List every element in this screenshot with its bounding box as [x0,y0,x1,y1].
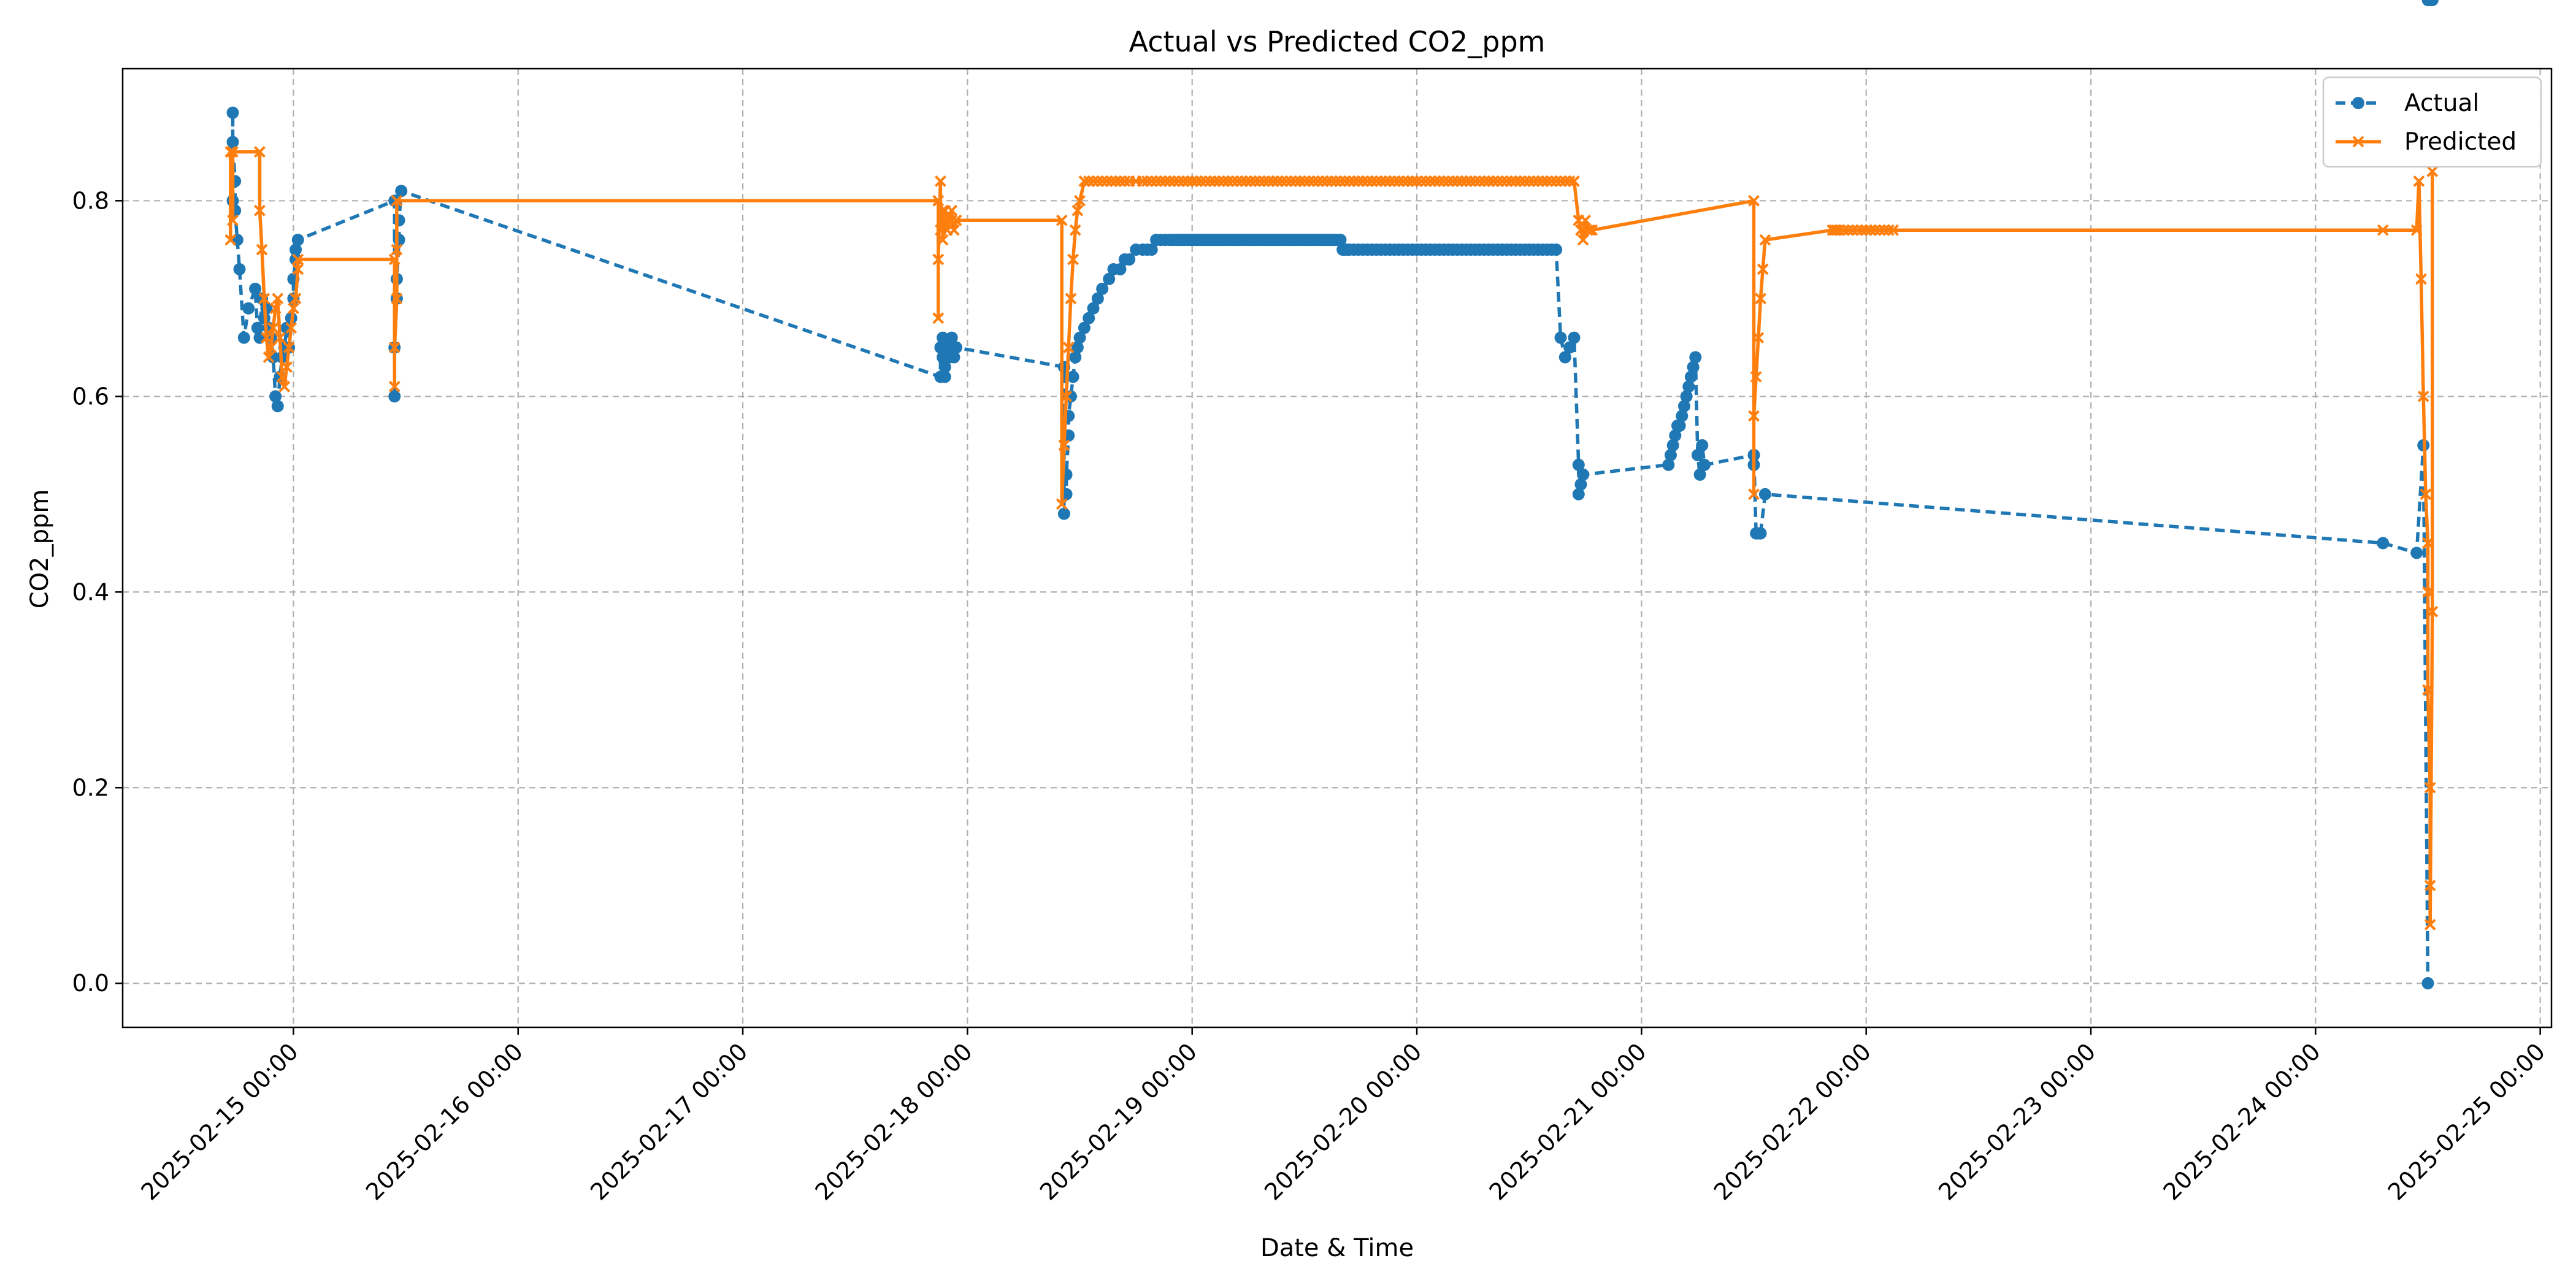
data-point [292,234,304,246]
y-tick-label: 0.2 [72,774,109,801]
data-point [2410,546,2423,559]
y-axis-title: CO2_ppm [26,489,54,609]
legend: Actual Predicted [2323,77,2541,167]
legend-marker [2352,97,2364,109]
data-point [1698,459,1711,471]
data-point [1755,527,1767,540]
y-tick-label: 0.4 [72,578,109,605]
data-point [1058,508,1070,520]
data-point [231,234,243,246]
data-point [950,342,962,354]
x-axis-title: Date & Time [1260,1234,1414,1262]
plot-background [123,69,2551,1027]
y-tick-label: 0.6 [72,383,109,410]
data-point [233,263,245,275]
data-point [395,185,407,197]
data-point [253,332,266,344]
data-point [1696,439,1708,451]
plot-area [123,0,2551,1027]
y-tick-label: 0.0 [72,970,109,997]
chart-title: Actual vs Predicted CO2_ppm [1129,25,1546,58]
data-point [1554,332,1566,344]
data-point [2377,537,2389,550]
data-point [272,400,284,412]
data-point [939,370,951,383]
data-point [1759,488,1771,500]
data-point [1568,332,1580,344]
data-point [393,234,405,246]
data-point [2422,977,2434,989]
legend-label: Actual [2404,90,2479,117]
data-point [242,302,255,315]
y-tick-label: 0.8 [72,187,109,214]
data-point [1689,351,1701,363]
data-point [393,214,405,226]
legend-label: Predicted [2404,128,2517,156]
data-point [1577,469,1589,481]
data-point [227,107,239,119]
data-point [1550,243,1562,256]
data-point [238,332,250,344]
